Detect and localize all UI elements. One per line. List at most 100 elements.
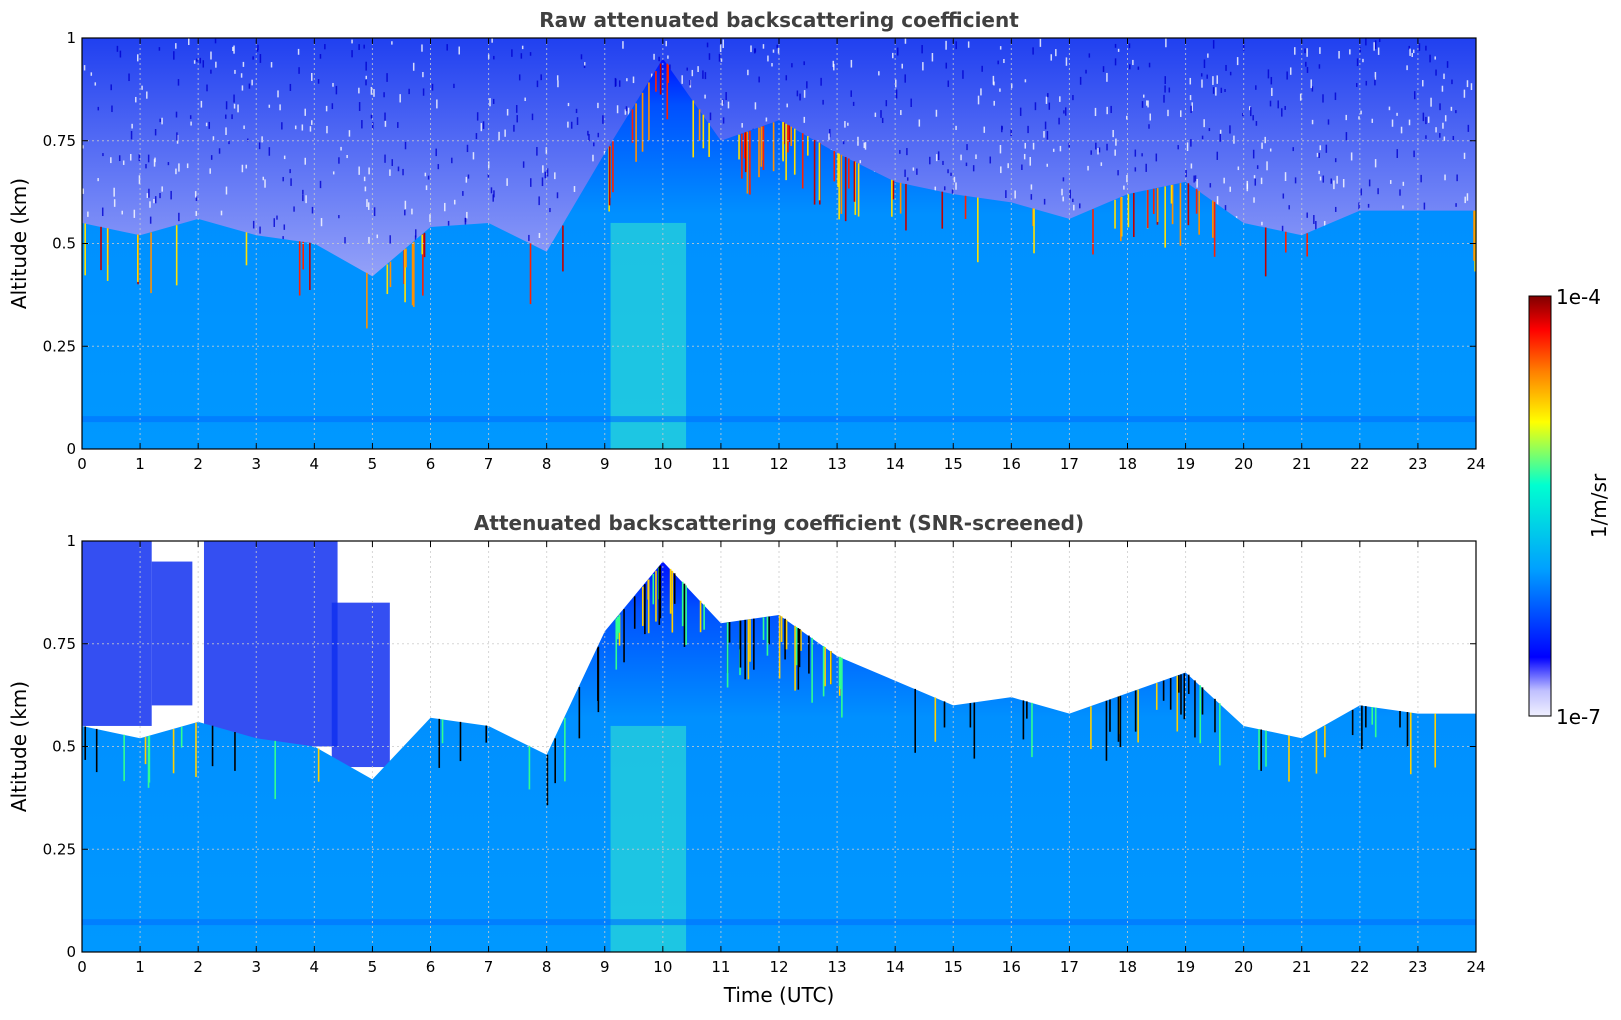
noise-speckle — [325, 105, 328, 112]
cloud-streak — [195, 722, 197, 777]
noise-speckle — [999, 88, 1001, 92]
noise-speckle — [921, 45, 923, 54]
noise-speckle — [528, 234, 530, 241]
cloud-streak — [1315, 730, 1318, 774]
cloud-streak — [1176, 675, 1179, 732]
noise-speckle — [1044, 121, 1047, 130]
noise-speckle — [912, 167, 915, 171]
noise-speckle — [365, 61, 367, 71]
noise-speckle — [467, 174, 470, 179]
cloud-streak — [641, 92, 644, 152]
cloud-streak — [1137, 689, 1139, 743]
noise-speckle — [765, 117, 768, 122]
x-tick-label: 17 — [1060, 958, 1079, 976]
noise-speckle — [955, 41, 957, 50]
noise-speckle — [472, 152, 475, 160]
noise-speckle — [317, 79, 320, 84]
cloud-streak — [1117, 696, 1120, 742]
noise-speckle — [1399, 189, 1401, 196]
noise-speckle — [189, 115, 192, 119]
cloud-streak — [562, 225, 564, 272]
noise-speckle — [309, 126, 312, 132]
noise-speckle — [427, 175, 430, 180]
noise-speckle — [847, 122, 849, 126]
cloud-streak — [644, 584, 646, 635]
noise-speckle — [772, 49, 775, 53]
noise-speckle — [1079, 76, 1082, 85]
noise-speckle — [799, 93, 801, 101]
noise-speckle — [118, 155, 121, 162]
noise-speckle — [504, 129, 506, 137]
noise-speckle — [444, 202, 446, 212]
noise-speckle — [1318, 152, 1320, 158]
cloud-streak — [1306, 233, 1308, 257]
x-tick-label: 15 — [944, 455, 963, 473]
noise-speckle — [803, 61, 805, 66]
noise-speckle — [1322, 94, 1324, 103]
noise-speckle — [538, 196, 540, 206]
x-tick-label: 5 — [368, 958, 378, 976]
cloud-streak — [726, 622, 729, 688]
noise-speckle — [1422, 80, 1424, 87]
noise-speckle — [1098, 147, 1101, 153]
noise-speckle — [1388, 106, 1391, 111]
noise-speckle — [412, 62, 415, 71]
noise-speckle — [1106, 72, 1108, 82]
cloud-streak — [100, 226, 102, 271]
noise-speckle — [937, 151, 940, 160]
noise-speckle — [368, 167, 370, 175]
noise-speckle — [305, 195, 307, 204]
noise-speckle — [273, 218, 276, 227]
cloud-streak — [762, 125, 765, 170]
noise-speckle — [1242, 42, 1245, 51]
noise-speckle — [1252, 115, 1254, 121]
noise-speckle — [725, 92, 727, 101]
noise-speckle — [338, 215, 340, 219]
noise-speckle — [492, 98, 495, 104]
noise-speckle — [1062, 177, 1065, 182]
cloud-streak — [683, 583, 686, 647]
cloud-streak — [578, 687, 581, 739]
noise-speckle — [1209, 183, 1212, 188]
noise-speckle — [1269, 148, 1272, 152]
cloud-streak — [655, 570, 657, 622]
noise-speckle — [1396, 149, 1399, 158]
noise-speckle — [154, 157, 156, 163]
noise-speckle — [1055, 49, 1057, 57]
noise-speckle — [1443, 73, 1445, 80]
y-axis-label: Altitude (km) — [7, 681, 31, 812]
x-tick-label: 12 — [769, 958, 788, 976]
noise-speckle — [1455, 203, 1457, 207]
noise-speckle — [1194, 175, 1197, 182]
noise-speckle — [146, 91, 148, 99]
noise-speckle — [437, 164, 440, 170]
cloud-streak — [708, 122, 710, 157]
noise-speckle — [704, 72, 707, 80]
noise-speckle — [1305, 61, 1307, 67]
x-tick-label: 6 — [426, 958, 436, 976]
noise-speckle — [1134, 149, 1137, 157]
noise-speckle — [1377, 47, 1380, 55]
noise-speckle — [320, 218, 323, 227]
noise-speckle — [935, 154, 938, 162]
noise-speckle — [243, 125, 245, 129]
noise-speckle — [425, 185, 428, 191]
cloud-streak — [274, 740, 277, 800]
noise-speckle — [1190, 163, 1193, 169]
cloud-streak — [797, 628, 800, 690]
noise-speckle — [365, 80, 367, 86]
cloud-streak — [793, 128, 796, 175]
x-tick-label: 17 — [1060, 455, 1079, 473]
noise-speckle — [1167, 109, 1169, 117]
colorbar: 1e-4 1e-7 1/m/sr — [1528, 285, 1611, 729]
cloud-streak — [964, 195, 967, 220]
noise-speckle — [906, 148, 908, 156]
noise-speckle — [1250, 107, 1252, 117]
noise-speckle — [1423, 202, 1426, 210]
noise-speckle — [348, 130, 351, 137]
noise-speckle — [1117, 170, 1119, 176]
noise-speckle — [332, 171, 335, 175]
noise-speckle — [141, 85, 143, 90]
aerosol-column — [610, 725, 687, 952]
noise-speckle — [146, 193, 149, 198]
